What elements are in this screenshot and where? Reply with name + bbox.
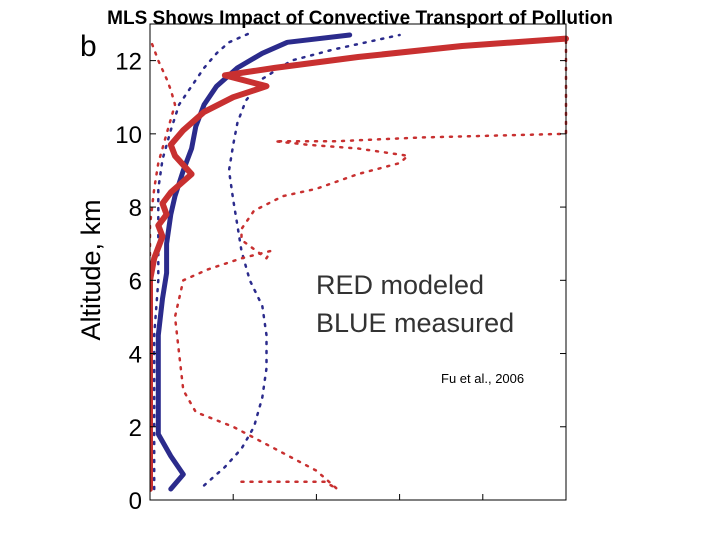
citation: Fu et al., 2006 xyxy=(441,371,524,386)
tick-layer: 0 2 4 6 8 10 12 xyxy=(115,49,567,515)
y-tick-label: 8 xyxy=(129,195,142,222)
y-tick-label: 6 xyxy=(129,268,142,295)
series-line-red-modeled xyxy=(150,35,569,492)
y-tick-label: 0 xyxy=(129,488,142,515)
legend-red-modeled: RED modeled xyxy=(316,270,484,300)
series-line-red-modeled-upper-bound xyxy=(173,33,568,491)
y-axis-label: Altitude, km xyxy=(76,199,106,340)
plot-frame xyxy=(149,23,567,501)
series-line-blue-measured xyxy=(155,32,353,492)
legend-blue-measured: BLUE measured xyxy=(316,308,514,338)
series-layer xyxy=(150,30,569,492)
y-tick-label: 4 xyxy=(129,342,142,369)
panel-label: b xyxy=(80,30,97,63)
series-line-blue-measured-lower-bound xyxy=(152,30,256,491)
y-tick-label: 2 xyxy=(129,415,142,442)
series-line-red-modeled-lower-bound xyxy=(150,37,177,491)
y-tick-label: 10 xyxy=(115,122,142,149)
y-tick-label: 12 xyxy=(115,49,142,76)
